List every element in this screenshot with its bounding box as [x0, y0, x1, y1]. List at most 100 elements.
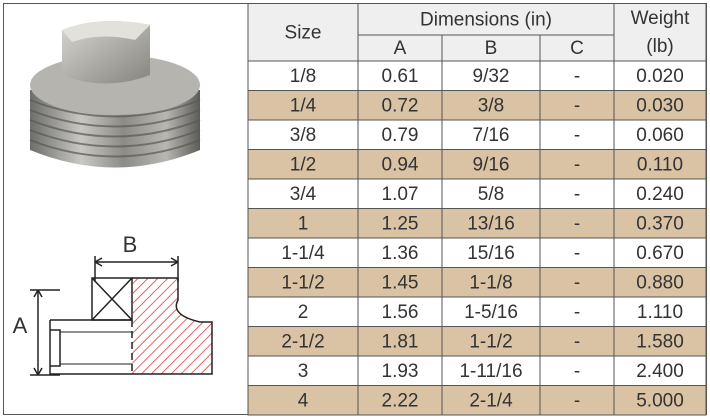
table-cell — [357, 237, 443, 268]
table-cell — [613, 267, 707, 298]
table-cell — [613, 149, 707, 180]
table-cell — [613, 237, 707, 268]
cell-dim-b: 2-1/4 — [469, 390, 513, 411]
cell-dim-a: 1.56 — [382, 302, 419, 323]
cell-dim-b: 7/16 — [473, 125, 510, 146]
table-cell — [357, 355, 443, 386]
cell-weight: 0.060 — [636, 125, 684, 146]
table-cell — [539, 60, 615, 91]
table-cell — [357, 296, 443, 327]
table-cell — [357, 119, 443, 150]
table-cell — [247, 326, 359, 357]
cell-weight: 0.030 — [636, 95, 684, 116]
cell-size: 2-1/2 — [281, 331, 324, 352]
header-weight-unit: (lb) — [646, 36, 673, 57]
header-cell — [357, 3, 615, 36]
spec-table: Size Dimensions (in) A B C Weight (lb) 1/8 0.61 9… — [247, 3, 707, 416]
cell-dim-c: - — [574, 213, 580, 234]
cell-dim-a: 0.72 — [382, 95, 419, 116]
cell-size: 1/4 — [290, 95, 317, 116]
table-cell — [539, 208, 615, 239]
cell-dim-c: - — [574, 95, 580, 116]
table-cell — [441, 355, 541, 386]
cell-dim-b: 3/8 — [478, 95, 504, 116]
cell-weight: 0.240 — [636, 184, 684, 205]
cell-dim-b: 5/8 — [478, 184, 504, 205]
cell-dim-c: - — [574, 390, 580, 411]
cell-size: 3 — [298, 361, 309, 382]
table-cell — [539, 326, 615, 357]
cell-size: 1-1/4 — [281, 243, 325, 264]
table-cell — [613, 296, 707, 327]
table-cell — [613, 60, 707, 91]
dimension-label-a: A — [13, 313, 28, 338]
dimension-diagram — [30, 256, 213, 376]
table-cell — [247, 385, 359, 416]
table-cell — [613, 178, 707, 209]
cell-dim-c: - — [574, 272, 580, 293]
cell-weight: 0.020 — [636, 66, 684, 87]
cell-dim-c: - — [574, 243, 580, 264]
table-cell — [539, 237, 615, 268]
table-cell — [613, 385, 707, 416]
cell-weight: 1.110 — [637, 302, 683, 323]
table-cell — [441, 178, 541, 209]
table-cell — [539, 90, 615, 121]
cell-weight: 2.400 — [636, 361, 684, 382]
cell-dim-b: 15/16 — [467, 243, 515, 264]
cell-size: 4 — [298, 390, 309, 411]
table-cell — [613, 208, 707, 239]
cell-dim-a: 1.25 — [382, 213, 419, 234]
cell-weight: 0.880 — [636, 272, 684, 293]
table-cell — [539, 119, 615, 150]
table-cell — [247, 355, 359, 386]
cell-weight: 0.670 — [636, 243, 684, 264]
table-cell — [613, 355, 707, 386]
cell-dim-c: - — [574, 361, 580, 382]
cell-dim-b: 1-1/8 — [469, 272, 512, 293]
cell-dim-a: 1.45 — [382, 272, 419, 293]
table-cell — [539, 355, 615, 386]
product-photo — [29, 21, 201, 168]
header-dimensions: Dimensions (in) — [420, 9, 552, 30]
cell-size: 1/2 — [290, 154, 316, 175]
cell-size: 3/4 — [290, 184, 317, 205]
cell-dim-a: 1.93 — [382, 361, 419, 382]
table-cell — [441, 385, 541, 416]
cell-weight: 1.580 — [636, 331, 684, 352]
table-cell — [357, 90, 443, 121]
cell-dim-a: 2.22 — [382, 390, 419, 411]
cell-dim-c: - — [574, 154, 580, 175]
cell-size: 1-1/2 — [281, 272, 324, 293]
cell-dim-a: 1.07 — [382, 184, 419, 205]
cell-dim-c: - — [574, 66, 580, 87]
table-cell — [357, 385, 443, 416]
cell-weight: 0.370 — [636, 213, 684, 234]
cell-dim-a: 0.79 — [382, 125, 419, 146]
cell-dim-c: - — [574, 184, 580, 205]
cell-dim-b: 1-11/16 — [459, 361, 522, 382]
cell-dim-c: - — [574, 125, 580, 146]
header-weight: Weight — [631, 8, 691, 29]
table-cell — [247, 208, 359, 239]
table-cell — [539, 385, 615, 416]
dimension-label-b: B — [123, 232, 138, 257]
cell-size: 3/8 — [290, 125, 316, 146]
header-size: Size — [285, 22, 322, 43]
cell-dim-b: 1-5/16 — [464, 302, 518, 323]
table-cell — [613, 90, 707, 121]
cell-weight: 0.110 — [637, 154, 683, 175]
table-cell — [441, 267, 541, 298]
header-cell — [247, 3, 359, 62]
header-cell — [613, 3, 707, 62]
cell-dim-c: - — [574, 302, 580, 323]
header-b: B — [485, 38, 498, 59]
cell-dim-b: 13/16 — [467, 213, 515, 234]
cell-weight: 5.000 — [636, 390, 684, 411]
cell-dim-c: - — [574, 331, 580, 352]
cell-size: 2 — [298, 302, 309, 323]
table-cell — [247, 90, 359, 121]
table-cell — [247, 178, 359, 209]
header-cell — [539, 34, 615, 62]
